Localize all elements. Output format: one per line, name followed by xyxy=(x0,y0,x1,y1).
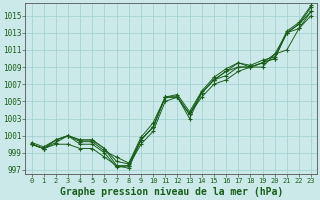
X-axis label: Graphe pression niveau de la mer (hPa): Graphe pression niveau de la mer (hPa) xyxy=(60,187,283,197)
